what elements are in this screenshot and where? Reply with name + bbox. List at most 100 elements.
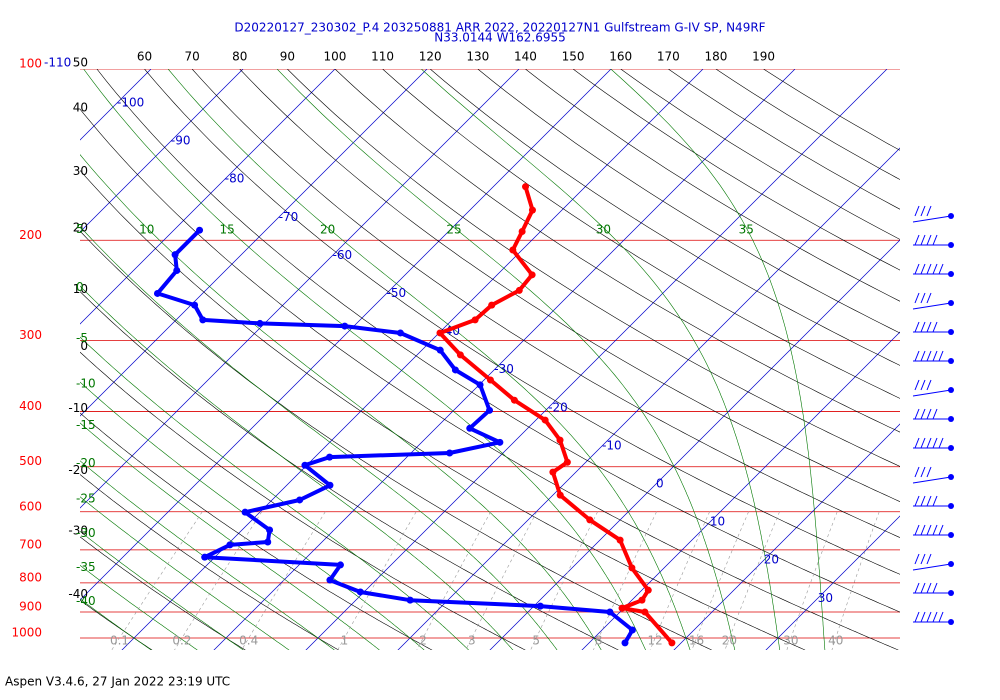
barb-feather <box>926 408 932 420</box>
moist-adiabat <box>80 154 602 650</box>
isotherm-label: 30 <box>818 591 833 605</box>
isotherm <box>765 515 900 650</box>
dry-adiabat-label: 60 <box>137 50 152 64</box>
barb-feather <box>926 495 932 507</box>
profile-point <box>153 289 161 297</box>
dry-adiabat-label: -40 <box>68 587 88 601</box>
barb-feather <box>920 437 926 449</box>
isotherm <box>121 69 704 650</box>
profile-point <box>616 536 624 544</box>
isotherm-label: 0 <box>656 477 664 491</box>
profile-point <box>536 602 544 610</box>
mixing-ratio-label: 30 <box>783 634 798 648</box>
profile-point <box>628 626 636 634</box>
barb-feather <box>932 495 938 507</box>
profile-point <box>528 206 536 214</box>
profile-point <box>456 351 464 359</box>
dry-adiabat <box>80 230 713 650</box>
dry-adiabat-label: -20 <box>68 463 88 477</box>
traces <box>153 183 676 647</box>
mixing-ratio-label: 5 <box>532 634 540 648</box>
moist-adiabat-label: 30 <box>596 223 611 237</box>
barb-feather <box>920 582 926 594</box>
profile-point <box>436 329 444 337</box>
mixing-ratio-label: 0.2 <box>172 634 191 648</box>
barb-feather <box>914 437 920 449</box>
grid <box>80 69 900 650</box>
moist-adiabat <box>421 69 781 650</box>
dry-adiabat <box>80 412 433 650</box>
pressure-label: 900 <box>19 599 42 613</box>
isotherm-label: -10 <box>602 438 622 452</box>
dry-adiabat-label: 40 <box>73 101 88 115</box>
moist-adiabat-label: 10 <box>139 223 154 237</box>
barb-feather <box>920 321 926 333</box>
profile-point <box>326 576 334 584</box>
mixing-ratio-label: 8 <box>595 634 603 648</box>
moist-adiabat-label: -30 <box>76 526 96 540</box>
barb-feather <box>926 379 932 391</box>
dry-adiabat-label: 70 <box>184 50 199 64</box>
barb-feather <box>914 611 920 623</box>
barb-feather <box>920 408 926 420</box>
barb-feather <box>932 263 938 275</box>
barb-feather <box>920 553 926 565</box>
isotherm <box>80 69 612 601</box>
dry-adiabat-label: 110 <box>371 50 394 64</box>
dry-adiabat-label: 0 <box>80 339 88 353</box>
dry-adiabat <box>96 69 900 613</box>
barb-feather <box>938 524 944 536</box>
profile-point <box>256 319 264 327</box>
dry-adiabat-label: 20 <box>73 221 88 235</box>
profile-point <box>556 436 564 444</box>
dry-adiabat-label: -30 <box>68 524 88 538</box>
pressure-label: 1000 <box>11 626 42 640</box>
isotherm-label: -70 <box>279 210 299 224</box>
moist-adiabat-label: -25 <box>76 491 96 505</box>
profile-point <box>436 346 444 354</box>
profile-point <box>563 458 571 466</box>
barb-feather <box>920 379 926 391</box>
moist-adiabat <box>83 69 646 650</box>
profile-point <box>541 416 549 424</box>
barb-feather <box>914 205 920 217</box>
barb-feather <box>926 466 932 478</box>
profile-point <box>644 586 652 594</box>
isotherm-label: 10 <box>710 515 725 529</box>
profile-point <box>586 516 594 524</box>
barb-feather <box>926 263 932 275</box>
mixing-ratio-line <box>416 511 491 650</box>
profile-point <box>296 496 304 504</box>
dry-adiabat <box>334 69 900 433</box>
mixing-ratio-label: 12 <box>647 634 662 648</box>
isotherm-label: -30 <box>494 362 514 376</box>
dry-adiabat-label: 120 <box>419 50 442 64</box>
isotherm <box>80 69 520 509</box>
dry-adiabat-label: 10 <box>73 282 88 296</box>
pressure-label: 500 <box>19 454 42 468</box>
mixing-ratio-line <box>786 511 838 650</box>
barb-feather <box>926 611 932 623</box>
profile-point <box>356 588 364 596</box>
profile-point <box>488 301 496 309</box>
profile-point <box>641 608 649 616</box>
dry-adiabat <box>80 169 806 650</box>
dry-adiabat <box>239 69 900 502</box>
barb-staff <box>912 215 952 223</box>
isotherm-label: 20 <box>764 553 779 567</box>
dry-adiabat-label: 180 <box>704 50 727 64</box>
barb-feather <box>938 350 944 362</box>
profile-point <box>266 526 274 534</box>
barb-feather <box>914 553 920 565</box>
barb-feather <box>926 524 932 536</box>
barb-staff <box>912 302 952 310</box>
moist-adiabat-label: 25 <box>446 223 461 237</box>
dry-adiabat <box>287 69 900 467</box>
isotherm <box>80 69 244 233</box>
barb-feather <box>932 234 938 246</box>
moist-adiabat <box>80 381 425 650</box>
dry-adiabat-label: 140 <box>514 50 537 64</box>
mixing-ratio-line <box>649 511 710 650</box>
isotherm-label: -100 <box>117 96 144 110</box>
